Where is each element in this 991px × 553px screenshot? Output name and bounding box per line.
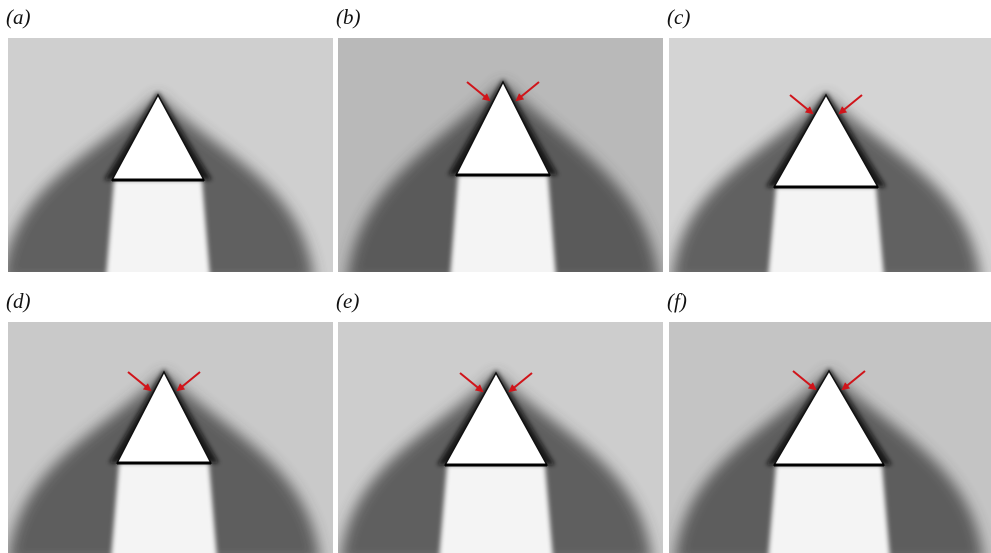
figure: (a) (b) (c) (d) (e) (f) — [0, 0, 991, 553]
panel-label: (c) — [667, 5, 690, 29]
panel-label: (f) — [667, 289, 687, 313]
wake — [768, 465, 890, 553]
panel-image — [8, 322, 333, 553]
wake — [111, 463, 217, 553]
wake — [439, 465, 553, 553]
panel-image — [669, 38, 991, 282]
wake — [768, 187, 884, 277]
panel-image — [338, 322, 663, 553]
panel-image — [669, 322, 991, 553]
panel-label: (d) — [6, 289, 31, 313]
panel-label: (e) — [336, 289, 359, 313]
panel-label: (b) — [336, 5, 361, 29]
panel-image — [338, 38, 663, 282]
wake — [106, 180, 210, 277]
panel-label: (a) — [6, 5, 31, 29]
page: (a)(b)(c)(d)(e)(f) (() => { const data =… — [0, 0, 991, 553]
panel-image — [2, 38, 333, 282]
wake — [450, 175, 556, 277]
